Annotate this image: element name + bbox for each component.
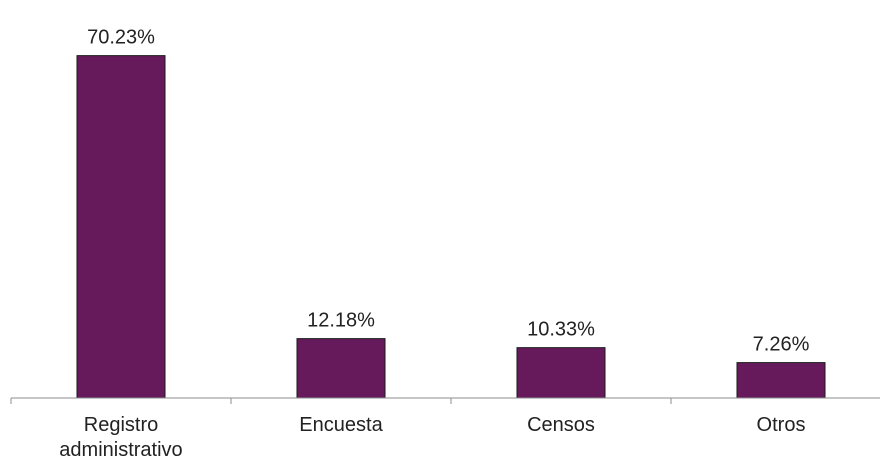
data-label: 10.33% xyxy=(527,319,595,341)
x-tick-label-line: administrativo xyxy=(59,439,182,461)
data-label: 12.18% xyxy=(307,310,375,332)
bar xyxy=(516,347,606,399)
x-tick-label-line: Encuesta xyxy=(299,414,383,436)
bar xyxy=(76,55,166,399)
data-label: 70.23% xyxy=(87,27,155,49)
data-label: 7.26% xyxy=(753,334,810,356)
bar xyxy=(296,338,386,399)
x-tick-label: Encuesta xyxy=(299,414,383,436)
x-tick-labels: Registro administrativo Encuesta Censos Otro… xyxy=(59,414,805,461)
x-tick-label-line: Registro xyxy=(84,414,158,436)
bar xyxy=(736,362,826,399)
data-labels: 70.23% 12.18% 10.33% 7.26% xyxy=(87,27,809,356)
bars xyxy=(76,55,826,399)
x-tick-label-line: Censos xyxy=(527,414,595,436)
x-tick-label-line: Otros xyxy=(757,414,806,436)
x-tick-label: Registro administrativo xyxy=(59,414,182,461)
x-tick-label: Otros xyxy=(757,414,806,436)
x-tick-label: Censos xyxy=(527,414,595,436)
x-axis xyxy=(10,397,880,404)
